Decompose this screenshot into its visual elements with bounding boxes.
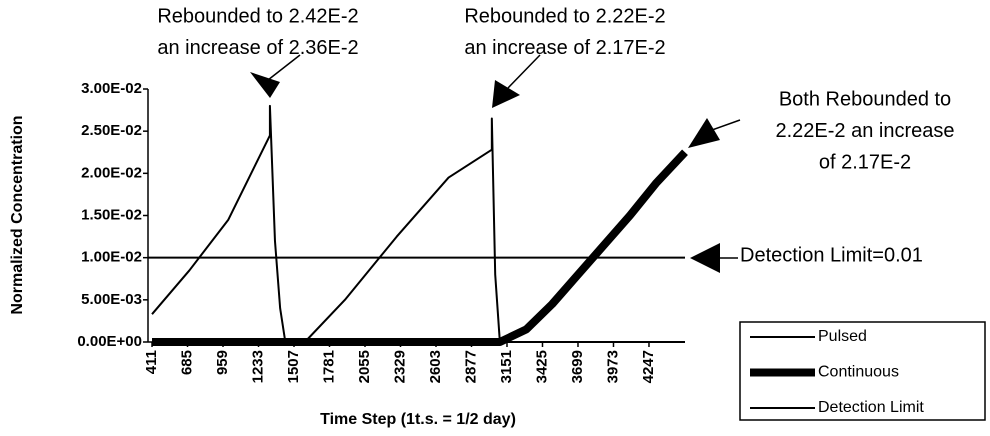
line-series (152, 149, 688, 346)
x-tick-label: 1233 (249, 350, 266, 383)
x-tick-label: 1507 (285, 350, 302, 383)
x-tick-label: 3699 (569, 350, 586, 383)
annotation: of 2.17E-2 (819, 151, 911, 173)
x-tick-label: 2603 (427, 350, 444, 383)
x-tick-label: 3151 (498, 350, 515, 383)
x-tick-label: 4247 (640, 350, 657, 383)
x-axis-label: Time Step (1t.s. = 1/2 day) (320, 411, 516, 428)
annotation-arrow-tail (507, 54, 541, 89)
x-tick-label: 3973 (604, 350, 621, 383)
annotation: an increase of 2.36E-2 (157, 37, 358, 59)
x-tick-label: 2329 (391, 350, 408, 383)
y-tick-label: 2.00E-02 (81, 164, 142, 181)
x-tick-label: 1781 (320, 350, 337, 383)
y-tick-label: 3.00E-02 (81, 80, 142, 97)
annotation: Both Rebounded to (779, 88, 951, 110)
legend-label: Pulsed (818, 328, 867, 345)
annotation-arrow-head (690, 243, 720, 273)
x-tick-label: 2055 (356, 350, 373, 383)
line-series (151, 104, 685, 343)
y-tick-label: 0.00E+00 (77, 333, 142, 350)
legend-label: Continuous (818, 364, 899, 381)
annotation-arrow-head (250, 72, 280, 98)
annotation: Detection Limit=0.01 (740, 244, 923, 266)
y-tick-label: 1.50E-02 (81, 206, 142, 223)
legend-label: Detection Limit (818, 399, 924, 416)
x-tick-label: 685 (178, 350, 195, 375)
annotation-arrow-head (688, 118, 720, 148)
x-tick-label: 2877 (462, 350, 479, 383)
y-tick-label: 2.50E-02 (81, 122, 142, 139)
x-tick-label: 411 (143, 350, 160, 374)
annotation: 2.22E-2 an increase (775, 120, 954, 142)
y-tick-label: 1.00E-02 (81, 249, 142, 266)
x-tick-label: 3425 (533, 350, 550, 383)
annotation: Rebounded to 2.22E-2 (464, 5, 665, 27)
annotation-arrow-head (492, 80, 520, 108)
annotation: Rebounded to 2.42E-2 (157, 5, 358, 27)
x-tick-label: 959 (214, 350, 231, 375)
annotation-arrow-tail (267, 54, 301, 81)
annotation: an increase of 2.17E-2 (464, 37, 665, 59)
annotation-arrow-tail (711, 119, 741, 131)
y-axis-label: Normalized Concentration (9, 115, 26, 314)
y-tick-label: 5.00E-03 (81, 291, 142, 308)
